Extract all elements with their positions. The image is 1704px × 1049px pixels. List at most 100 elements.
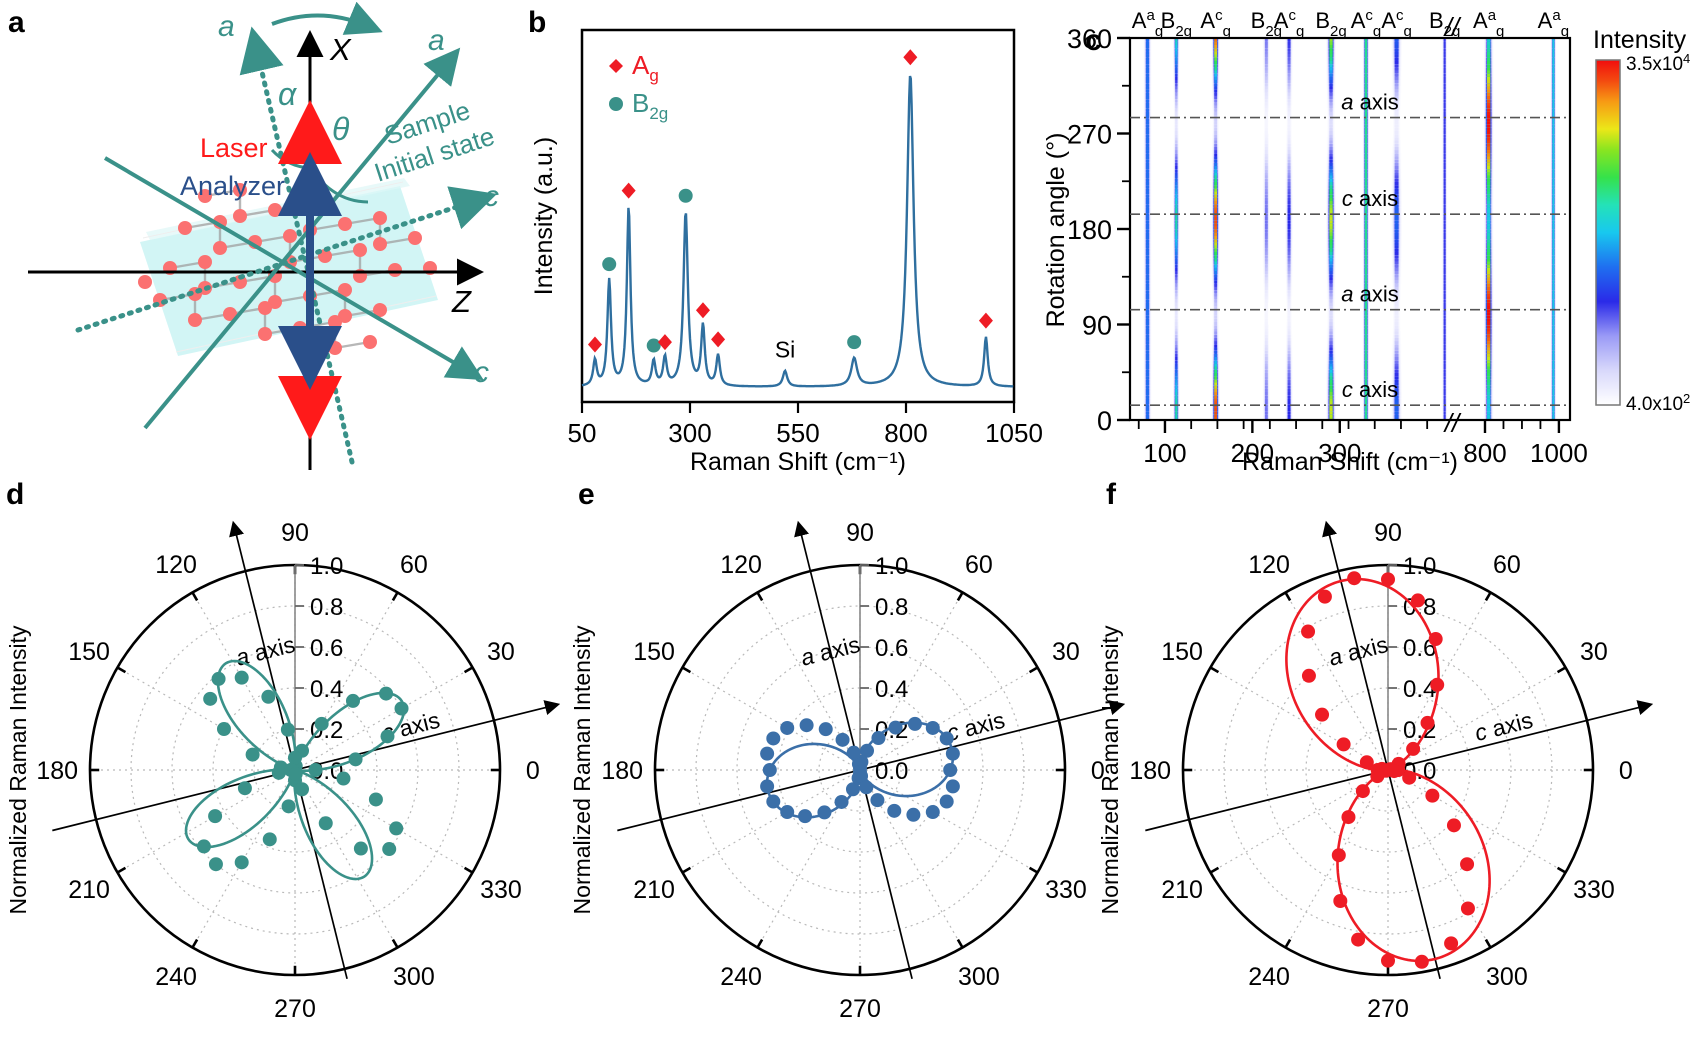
heatmap-cell — [1287, 267, 1291, 271]
heatmap-cell — [1214, 104, 1218, 109]
heatmap-cell — [1214, 349, 1218, 354]
heatmap-cell — [1146, 362, 1149, 367]
heatmap-cell — [1264, 286, 1268, 291]
heatmap-cell — [1214, 241, 1218, 246]
heatmap-cell — [1146, 413, 1149, 418]
heatmap-cell — [1146, 375, 1149, 380]
heatmap-cell — [1146, 85, 1149, 90]
heatmap-cell — [1264, 260, 1268, 265]
heatmap-cell — [1264, 267, 1268, 271]
heatmap-cell — [1287, 289, 1291, 294]
heatmap-cell — [1146, 168, 1149, 173]
y-axis-label: Intensity (a.u.) — [530, 137, 558, 295]
heatmap-cell — [1264, 111, 1268, 115]
heatmap-cell — [1214, 108, 1218, 112]
heatmap-cell — [1175, 299, 1178, 303]
heatmap-cell — [1264, 146, 1268, 151]
heatmap-cell — [1264, 155, 1268, 160]
heatmap-cell — [1175, 143, 1178, 147]
heatmap-cell — [1175, 92, 1178, 96]
peak-markers — [587, 49, 993, 353]
c-axis-initial-line — [103, 156, 484, 381]
heatmap-cell — [1146, 216, 1149, 221]
heatmap-cell — [1175, 416, 1178, 420]
heatmap-cell — [1287, 334, 1291, 338]
heatmap-cell — [1264, 346, 1268, 351]
heatmap-cell — [1146, 117, 1149, 122]
heatmap-cell — [1175, 53, 1178, 58]
heatmap-cell — [1146, 372, 1149, 377]
heatmap-cell — [1214, 95, 1218, 100]
heatmap-cell — [1214, 44, 1218, 49]
heatmap-cell — [1214, 149, 1218, 154]
heatmap-cell — [1287, 270, 1291, 275]
alpha-label: α — [278, 76, 297, 112]
x-tick-label: 550 — [776, 418, 819, 448]
heatmap-cell — [1264, 404, 1268, 408]
heatmap-cell — [1264, 356, 1268, 361]
heatmap-cell — [1287, 413, 1291, 418]
heatmap-cell — [1214, 63, 1218, 68]
heatmap-cell — [1146, 203, 1149, 208]
heatmap-cell — [1175, 343, 1178, 348]
heatmap-cell — [1175, 235, 1178, 240]
heatmap-cell — [1146, 111, 1149, 115]
heatmap-bands — [1143, 38, 1557, 420]
heatmap-cell — [1214, 120, 1218, 125]
heatmap-cell — [1264, 327, 1268, 332]
heatmap-cell — [1287, 244, 1291, 249]
heatmap-cell — [1175, 279, 1178, 284]
heatmap-cell — [1264, 232, 1268, 236]
heatmap-cell — [1214, 308, 1218, 313]
si-peak-label: Si — [775, 336, 795, 362]
heatmap-cell — [1175, 229, 1178, 233]
heatmap-cell — [1264, 324, 1268, 329]
x-tick-label: 300 — [668, 418, 711, 448]
heatmap-cell — [1175, 308, 1178, 313]
heatmap-cell — [1175, 203, 1178, 208]
heatmap-cell — [1175, 388, 1178, 392]
heatmap-cell — [1214, 111, 1218, 115]
heatmap-cell — [1264, 235, 1268, 240]
heatmap-cell — [1175, 365, 1178, 370]
heatmap-cell — [1264, 365, 1268, 370]
heatmap-cell — [1264, 225, 1268, 230]
panel-a-diagram: X Z a c a c α θ Laser Analyzer Sample In… — [28, 1, 499, 470]
heatmap-cell — [1146, 181, 1149, 186]
heatmap-cell — [1287, 283, 1291, 287]
heatmap-cell — [1264, 362, 1268, 367]
heatmap-cell — [1175, 273, 1178, 278]
heatmap-cell — [1146, 82, 1149, 87]
heatmap-cell — [1264, 334, 1268, 338]
heatmap-cell — [1264, 178, 1268, 182]
heatmap-cell — [1214, 413, 1218, 418]
heatmap-cell — [1175, 133, 1178, 138]
heatmap-cell — [1146, 114, 1149, 119]
heatmap-cell — [1214, 114, 1218, 119]
heatmap-cell — [1264, 388, 1268, 392]
heatmap-cell — [1175, 369, 1178, 373]
heatmap-cell — [1264, 308, 1268, 313]
heatmap-cell — [1287, 378, 1291, 383]
heatmap-cell — [1287, 257, 1291, 262]
heatmap-cell — [1214, 362, 1218, 367]
heatmap-cell — [1175, 267, 1178, 271]
heatmap-cell — [1214, 152, 1218, 157]
heatmap-cell — [1264, 114, 1268, 119]
heatmap-cell — [1287, 337, 1291, 342]
heatmap-cell — [1214, 174, 1218, 179]
heatmap-cell — [1264, 181, 1268, 186]
heatmap-cell — [1264, 123, 1268, 128]
heatmap-cell — [1287, 365, 1291, 370]
heatmap-cell — [1214, 276, 1218, 281]
heatmap-cell — [1175, 123, 1178, 128]
heatmap-cell — [1287, 416, 1291, 420]
heatmap-cell — [1287, 264, 1291, 268]
heatmap-cell — [1146, 349, 1149, 354]
heatmap-cell — [1214, 82, 1218, 87]
heatmap-cell — [1175, 155, 1178, 160]
a-axis-rotated-label: a — [218, 10, 235, 43]
heatmap-cell — [1175, 251, 1178, 256]
heatmap-cell — [1146, 311, 1149, 316]
heatmap-cell — [1264, 413, 1268, 418]
